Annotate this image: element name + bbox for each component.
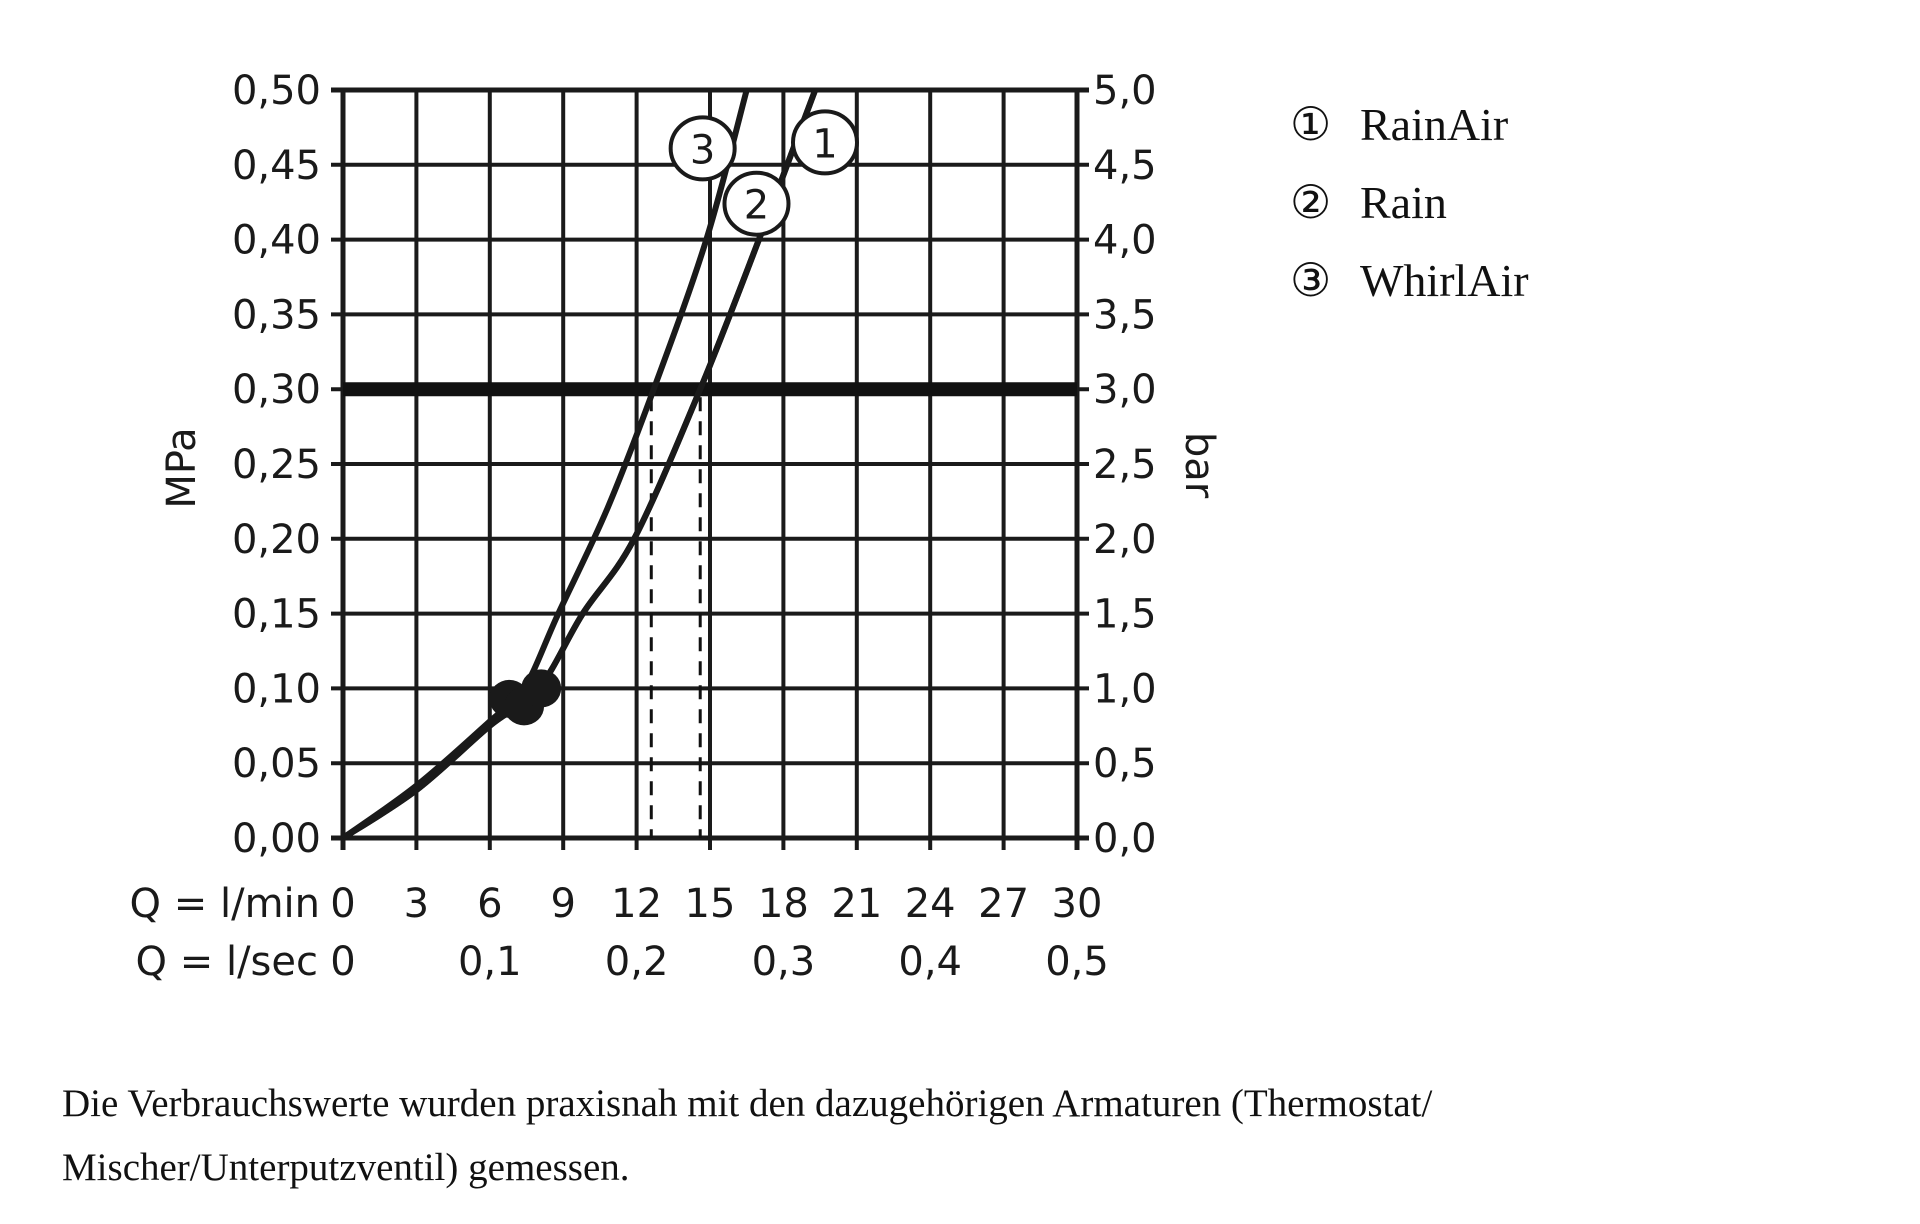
series-marker-label: 1 <box>812 121 837 167</box>
x-tick-label-lsec: 0,4 <box>898 939 962 985</box>
x-tick-label-lmin: 18 <box>758 881 809 927</box>
x-tick-label-lmin: 27 <box>978 881 1029 927</box>
y-left-tick-label: 0,45 <box>232 143 321 189</box>
legend-entry-label: Rain <box>1360 177 1447 228</box>
y-right-tick-label: 5,0 <box>1093 68 1157 114</box>
series-marker-circle <box>790 109 859 176</box>
y-right-tick-label: 4,0 <box>1093 218 1157 264</box>
y-right-tick-label: 4,5 <box>1093 143 1157 189</box>
x-tick-label-lmin: 9 <box>550 881 575 927</box>
legend-marker: ② <box>1290 177 1331 228</box>
y-left-tick-label: 0,10 <box>232 666 321 712</box>
y-right-axis-label: bar <box>1176 432 1222 499</box>
y-left-tick-label: 0,35 <box>232 292 321 338</box>
x-tick-label-lsec: 0,2 <box>605 939 669 985</box>
y-right-tick-label: 0,0 <box>1093 816 1157 862</box>
x-tick-label-lmin: 24 <box>905 881 956 927</box>
y-left-tick-label: 0,20 <box>232 517 321 563</box>
x-tick-label-lsec: 0 <box>330 939 355 985</box>
x-tick-label-lmin: 12 <box>611 881 662 927</box>
y-left-axis-label: MPa <box>159 427 205 508</box>
operating-point-dot <box>521 669 562 708</box>
legend-entry-label: RainAir <box>1360 99 1508 150</box>
y-right-tick-label: 2,0 <box>1093 517 1157 563</box>
legend: ① RainAir ② Rain ③ WhirlAir <box>1290 99 1529 306</box>
legend-marker: ① <box>1290 99 1331 150</box>
y-left-tick-label: 0,50 <box>232 68 321 114</box>
series-marker-label: 2 <box>744 183 769 229</box>
chart-marks: 123 <box>341 88 1077 841</box>
y-left-tick-label: 0,00 <box>232 816 321 862</box>
x-tick-label-lmin: 30 <box>1052 881 1103 927</box>
x-tick-label-lsec: 0,3 <box>752 939 816 985</box>
y-right-tick-label: 2,5 <box>1093 442 1157 488</box>
x-tick-label-lmin: 0 <box>330 881 355 927</box>
y-left-tick-label: 0,30 <box>232 367 321 413</box>
series-marker-circle <box>722 170 791 237</box>
y-left-tick-label: 0,40 <box>232 218 321 264</box>
footnote: Die Verbrauchswerte wurden praxisnah mit… <box>62 1082 1433 1189</box>
x-tick-label-lmin: 15 <box>685 881 736 927</box>
series-marker-label: 3 <box>690 127 715 173</box>
y-left-tick-label: 0,25 <box>232 442 321 488</box>
x-tick-label-lmin: 21 <box>831 881 882 927</box>
y-left-tick-label: 0,05 <box>232 741 321 787</box>
series-line-rain <box>341 88 819 841</box>
x-tick-label-lmin: 6 <box>477 881 502 927</box>
grid <box>331 87 1089 850</box>
series-marker-circle <box>668 115 737 182</box>
x-tick-label-lsec: 0,1 <box>458 939 522 985</box>
legend-entry-label: WhirlAir <box>1360 255 1529 306</box>
x-axis-label-primary: Q = l/min <box>130 881 320 927</box>
axis-labels: MPa bar Q = l/min Q = l/sec 0 3 6 9 12 15 18 21… <box>130 68 1222 985</box>
y-right-tick-label: 3,5 <box>1093 292 1157 338</box>
y-right-tick-label: 3,0 <box>1093 367 1157 413</box>
y-right-tick-label: 1,5 <box>1093 592 1157 638</box>
y-right-tick-label: 0,5 <box>1093 741 1157 787</box>
x-tick-label-lsec: 0,5 <box>1045 939 1109 985</box>
x-axis-label-secondary: Q = l/sec <box>136 939 318 985</box>
legend-marker: ③ <box>1290 255 1331 306</box>
y-right-tick-label: 1,0 <box>1093 666 1157 712</box>
series-line-whirlair <box>341 89 750 841</box>
x-tick-label-lmin: 3 <box>404 881 429 927</box>
y-left-tick-label: 0,15 <box>232 592 321 638</box>
